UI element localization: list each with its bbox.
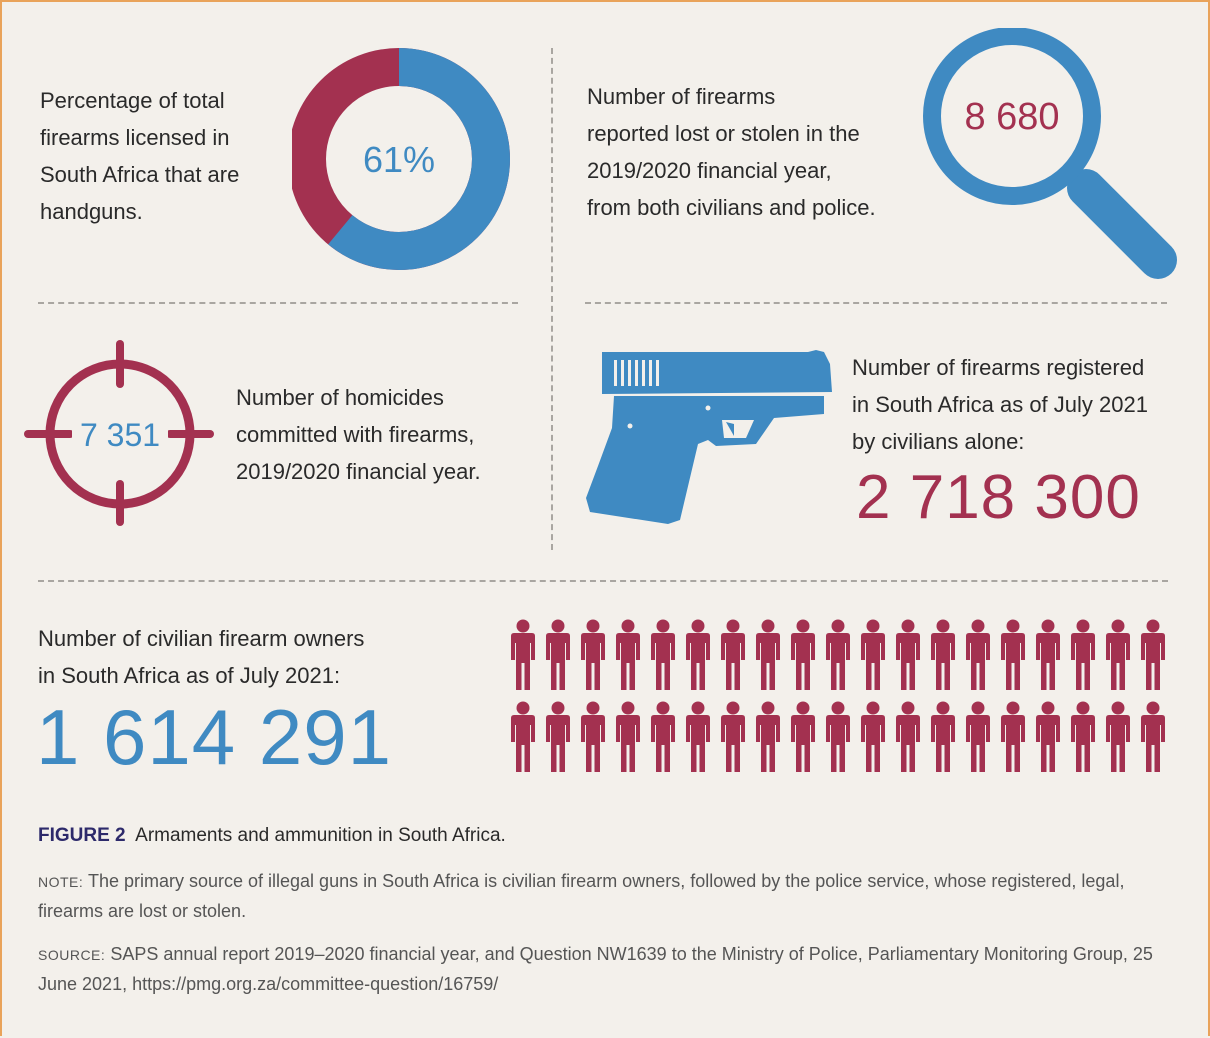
person-icon	[581, 701, 605, 772]
handguns-donut-chart: 61%	[292, 48, 510, 270]
homicides-line: 2019/2020 financial year.	[236, 459, 481, 484]
homicides-value: 7 351	[80, 417, 160, 453]
person-icon	[756, 619, 780, 690]
owners-description: Number of civilian firearm owners in Sou…	[38, 620, 438, 694]
person-icon	[721, 619, 745, 690]
handguns-line: firearms licensed in	[40, 125, 230, 150]
person-icon	[861, 701, 885, 772]
caption-source: SOURCE: SAPS annual report 2019–2020 fin…	[38, 940, 1168, 999]
person-icon	[1036, 701, 1060, 772]
note-text: The primary source of illegal guns in So…	[38, 871, 1125, 921]
person-icon	[686, 701, 710, 772]
source-label: SOURCE:	[38, 947, 106, 963]
handguns-line: South Africa that are	[40, 162, 240, 187]
person-icon	[686, 619, 710, 690]
lost-value: 8 680	[964, 96, 1059, 138]
owners-line: in South Africa as of July 2021:	[38, 663, 341, 688]
registered-value: 2 718 300	[856, 463, 1141, 532]
person-icon	[546, 701, 570, 772]
handgun-icon	[586, 350, 832, 524]
crosshair-icon: 7 351	[24, 340, 214, 526]
figure-label: FIGURE 2	[38, 825, 126, 846]
person-icon	[931, 701, 955, 772]
person-icon	[616, 619, 640, 690]
handguns-line: handguns.	[40, 199, 143, 224]
person-icon	[581, 619, 605, 690]
person-icon	[931, 619, 955, 690]
owners-line: Number of civilian firearm owners	[38, 626, 365, 651]
lost-description: Number of firearms reported lost or stol…	[587, 78, 927, 226]
person-icon	[756, 701, 780, 772]
registered-line: by civilians alone:	[852, 429, 1025, 454]
divider-top-right	[585, 302, 1167, 304]
person-icon	[1106, 619, 1130, 690]
person-icon	[896, 701, 920, 772]
donut-value-label: 61%	[363, 139, 435, 180]
lost-line: reported lost or stolen in the	[587, 121, 860, 146]
lost-line: 2019/2020 financial year,	[587, 158, 832, 183]
handguns-description: Percentage of total firearms licensed in…	[40, 82, 290, 230]
person-icon	[1071, 701, 1095, 772]
registered-line: Number of firearms registered	[852, 355, 1145, 380]
person-icon	[966, 701, 990, 772]
homicides-line: committed with firearms,	[236, 422, 475, 447]
homicides-line: Number of homicides	[236, 385, 444, 410]
caption-note: NOTE: The primary source of illegal guns…	[38, 867, 1168, 926]
figure-title: Armaments and ammunition in South Africa…	[135, 825, 506, 846]
vertical-divider	[551, 48, 553, 550]
person-icon	[511, 619, 535, 690]
divider-bottom	[38, 580, 1168, 582]
homicides-description: Number of homicides committed with firea…	[236, 379, 536, 490]
person-icon	[791, 701, 815, 772]
note-label: NOTE:	[38, 874, 84, 890]
magnifying-glass-icon: 8 680	[923, 28, 1177, 279]
person-icon	[1141, 701, 1165, 772]
person-icon	[791, 619, 815, 690]
person-icon	[826, 619, 850, 690]
person-icon-grid	[511, 619, 1165, 772]
person-icon	[896, 619, 920, 690]
person-icon	[1141, 619, 1165, 690]
donut-handgun-arc	[292, 48, 510, 270]
registered-description: Number of firearms registered in South A…	[852, 349, 1182, 460]
person-icon	[966, 619, 990, 690]
person-icon	[651, 619, 675, 690]
divider-top-left	[38, 302, 518, 304]
person-icon	[826, 701, 850, 772]
registered-line: in South Africa as of July 2021	[852, 392, 1148, 417]
person-icon	[1001, 701, 1025, 772]
lost-line: from both civilians and police.	[587, 195, 876, 220]
person-icon	[861, 619, 885, 690]
person-icon	[721, 701, 745, 772]
person-icon	[1106, 701, 1130, 772]
lost-line: Number of firearms	[587, 84, 776, 109]
figure-caption: FIGURE 2 Armaments and ammunition in Sou…	[38, 825, 506, 847]
person-icon	[616, 701, 640, 772]
handguns-line: Percentage of total	[40, 88, 225, 113]
person-icon	[1071, 619, 1095, 690]
person-icon	[651, 701, 675, 772]
owners-value: 1 614 291	[36, 693, 393, 781]
person-icon	[1036, 619, 1060, 690]
person-icon	[511, 701, 535, 772]
source-text: SAPS annual report 2019–2020 financial y…	[38, 944, 1153, 994]
person-icon	[546, 619, 570, 690]
person-icon	[1001, 619, 1025, 690]
